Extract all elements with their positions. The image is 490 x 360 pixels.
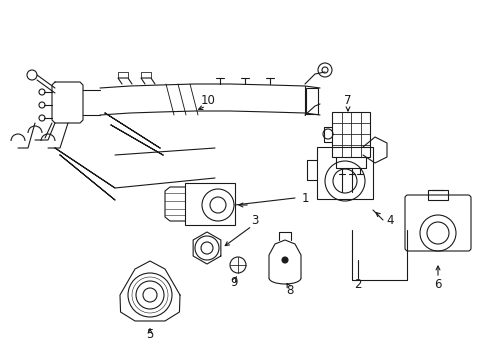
Bar [185,183,235,225]
Text: 3: 3 [251,213,259,226]
Text: 2: 2 [354,279,362,292]
Text: 7: 7 [344,94,352,107]
Bar [332,112,370,157]
Bar [428,190,448,200]
Circle shape [282,257,288,263]
Bar [306,88,318,114]
Bar [317,147,373,199]
Text: 8: 8 [286,284,294,297]
Text: 10: 10 [200,94,216,107]
Text: 4: 4 [386,213,394,226]
Text: 6: 6 [434,279,442,292]
Text: 1: 1 [301,192,309,204]
Text: 9: 9 [230,275,238,288]
Text: 5: 5 [147,328,154,342]
